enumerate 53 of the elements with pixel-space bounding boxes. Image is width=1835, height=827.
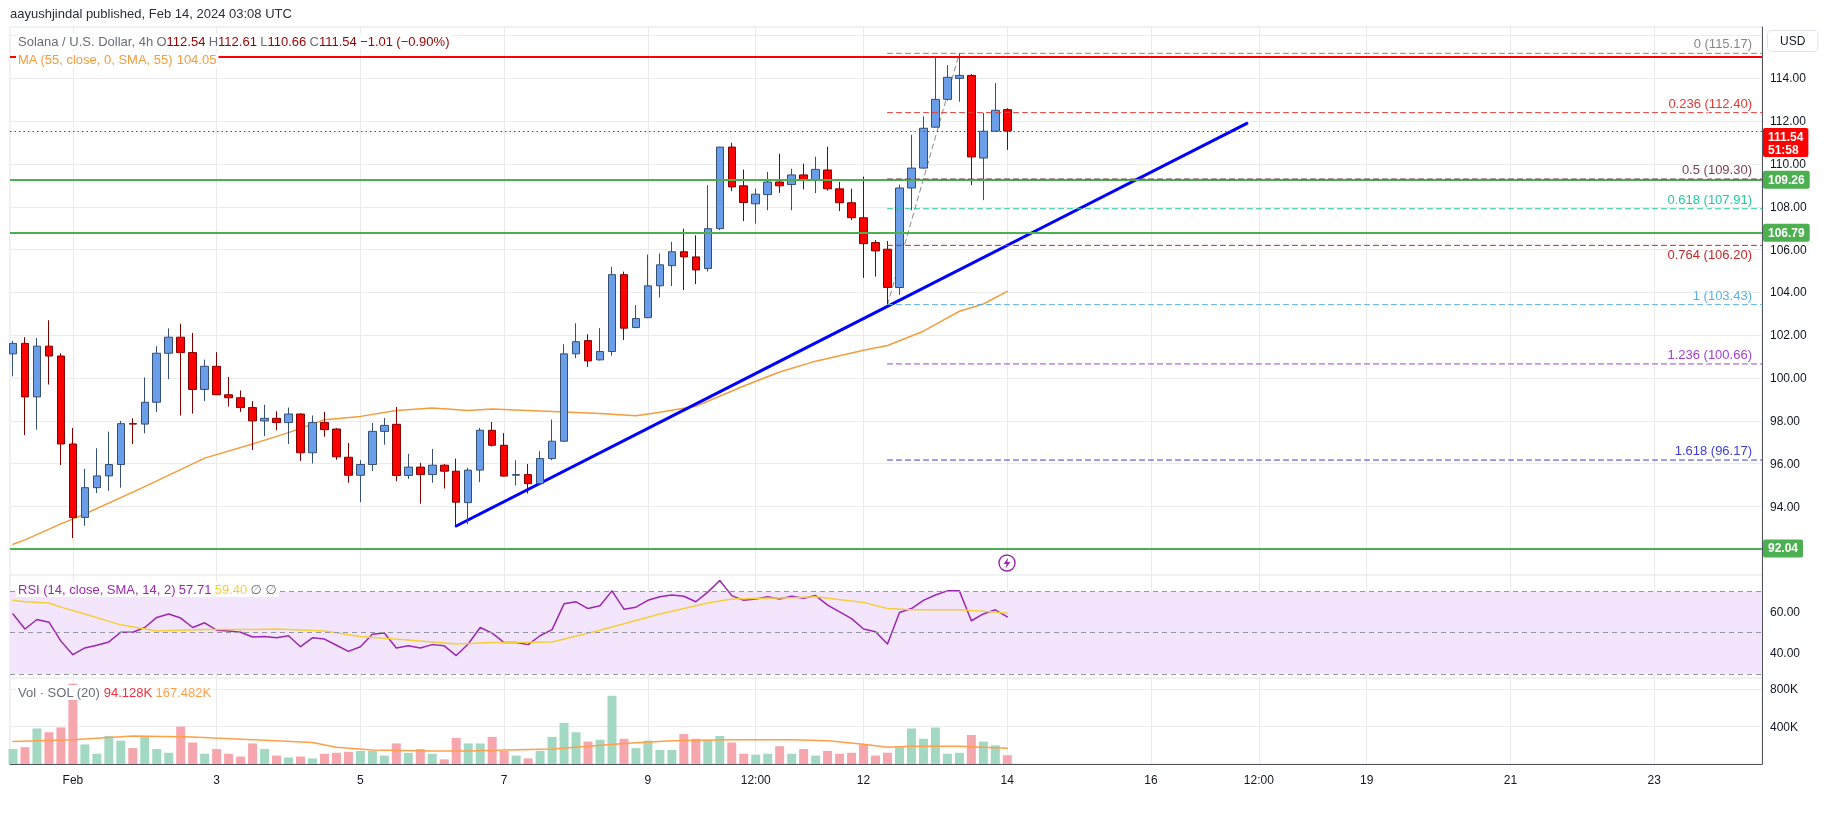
annotation: 104.05 [176,52,217,67]
y-tick-label: 108.00 [1770,199,1808,214]
series-label: 1 (103.43) [1692,287,1752,303]
text: MA (55, close, 0, SMA, 55) [18,52,173,67]
x-tick-label: 12:00 [740,773,772,787]
series-label: 0 (115.17) [1693,36,1752,52]
annotation: 94.128K [103,685,153,700]
series-label: 0.764 (106.20) [1667,247,1752,263]
ref-line-label: 92.04 [1768,541,1799,556]
y-tick-label: 96.00 [1770,456,1801,471]
x-tick-label: Feb [62,773,84,787]
y-tick-label: 100.00 [1770,371,1808,386]
y-tick-label: 112.00 [1770,114,1807,129]
y-tick-label: 60.00 [1770,605,1801,620]
x-tick-label: 23 [1647,773,1662,787]
x-tick-label: 7 [500,773,508,787]
series-label: 1.618 (96.17) [1674,443,1752,459]
x-tick-label: 16 [1144,773,1159,787]
ref-line-label: 111.54 51:58 [1768,129,1804,157]
y-tick-label: 104.00 [1770,285,1808,300]
ref-line-label: 109.26 [1768,172,1806,187]
x-tick-label: 3 [213,773,221,787]
y-tick-label: 800K [1770,682,1799,697]
y-tick-label: 400K [1770,719,1799,734]
x-tick-label: 21 [1503,773,1518,787]
y-tick-label: 98.00 [1770,413,1801,428]
series-label: RSI (14, close, SMA, 14, 2) [18,582,176,597]
series-label: Vol · SOL (20) [18,685,100,700]
text: O112.54 H112.61 L110.66 C111.54 −1.01 (−0.90%) [156,34,450,49]
text: Solana / U.S. Dollar, 4h [18,34,154,49]
x-tick-label: 5 [357,773,365,787]
series-label: 0.236 (112.40) [1668,95,1752,111]
annotation: 57.71 [178,582,212,597]
x-tick-label: 9 [644,773,652,787]
series-label: 0.618 (107.91) [1667,191,1752,207]
y-axis-title: USD [1780,34,1806,48]
ref-line-label: 106.79 [1768,225,1806,240]
chart-title: aayushjindal published, Feb 14, 2024 03:08 UTC [10,6,292,21]
x-tick-label: 19 [1360,773,1374,787]
y-tick-label: 114.00 [1770,71,1807,86]
series-label: 1.236 (100.66) [1667,346,1752,362]
annotation: 59.40 [214,582,248,597]
y-tick-label: 94.00 [1770,499,1801,514]
y-tick-label: 102.00 [1770,328,1808,343]
annotation: 167.482K [155,685,212,700]
y-tick-label: 40.00 [1770,646,1801,661]
x-tick-label: 12 [856,773,871,787]
annotation: ∅ ∅ [250,582,277,597]
x-tick-label: 12:00 [1243,773,1275,787]
y-tick-label: 110.00 [1770,157,1807,171]
series-label: 0.5 (109.30) [1681,161,1752,177]
x-tick-label: 14 [1000,773,1015,787]
y-tick-label: 106.00 [1770,242,1808,257]
